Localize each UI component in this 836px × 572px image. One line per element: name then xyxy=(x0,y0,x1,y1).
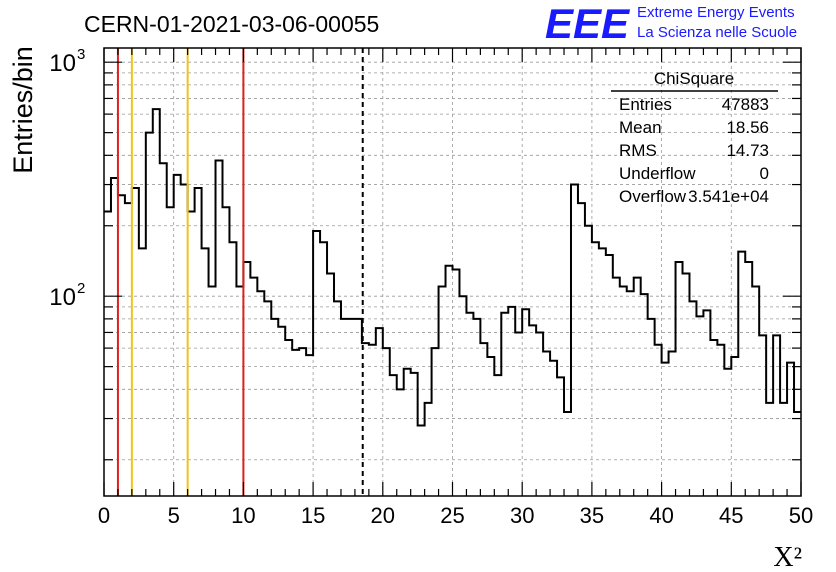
x-tick-label: 10 xyxy=(231,503,255,528)
stats-rows: Entries 47883 Mean 18.56 RMS 14.73 Underflow 0 O… xyxy=(619,95,769,206)
stats-row-value: 47883 xyxy=(722,95,769,114)
stats-row-label: Overflow xyxy=(619,187,687,206)
x-tick-label: 25 xyxy=(440,503,464,528)
stats-row-label: Underflow xyxy=(619,164,696,183)
x-tick-label: 0 xyxy=(98,503,110,528)
x-tick-label: 45 xyxy=(719,503,743,528)
stats-box: ChiSquare Entries 47883 Mean 18.56 RMS 14.73 U… xyxy=(611,69,778,206)
plot-frame xyxy=(103,47,802,497)
eee-logo: EEE Extreme Energy Events La Scienza nel… xyxy=(545,0,797,47)
y-tick-label: 10 3 xyxy=(49,46,85,77)
x-tick-label: 5 xyxy=(168,503,180,528)
grid-lines xyxy=(104,48,801,496)
stats-row-value: 3.541e+04 xyxy=(688,187,769,206)
eee-logo-letters: EEE xyxy=(545,0,631,47)
x-tick-label: 20 xyxy=(371,503,395,528)
x-tick-label: 40 xyxy=(649,503,673,528)
marker-lines xyxy=(116,48,364,496)
stats-row-label: Entries xyxy=(619,95,672,114)
histogram-area xyxy=(104,108,801,427)
x-tick-label: 30 xyxy=(510,503,534,528)
y-tick-label-exponent: 3 xyxy=(77,46,85,63)
x-axis-label: X² xyxy=(773,542,802,572)
eee-logo-line1: Extreme Energy Events xyxy=(637,4,795,21)
x-tick-label: 50 xyxy=(789,503,813,528)
x-tick-label: 35 xyxy=(580,503,604,528)
stats-row-value: 14.73 xyxy=(726,141,769,160)
run-title: CERN-01-2021-03-06-00055 xyxy=(84,11,379,37)
stats-title: ChiSquare xyxy=(654,69,734,88)
y-axis-label: Entries/bin xyxy=(8,46,38,174)
stats-row-label: Mean xyxy=(619,118,662,137)
histogram-outline xyxy=(104,108,801,427)
stats-row-value: 0 xyxy=(760,164,769,183)
y-tick-label: 10 2 xyxy=(49,280,85,311)
y-tick-label-base: 10 xyxy=(49,50,76,77)
x-tick-label: 15 xyxy=(301,503,325,528)
stats-row-label: RMS xyxy=(619,141,657,160)
y-tick-label-exponent: 2 xyxy=(77,280,85,297)
eee-logo-line2: La Scienza nelle Scuole xyxy=(637,24,797,41)
y-tick-label-base: 10 xyxy=(49,284,76,311)
stats-row-value: 18.56 xyxy=(726,118,769,137)
